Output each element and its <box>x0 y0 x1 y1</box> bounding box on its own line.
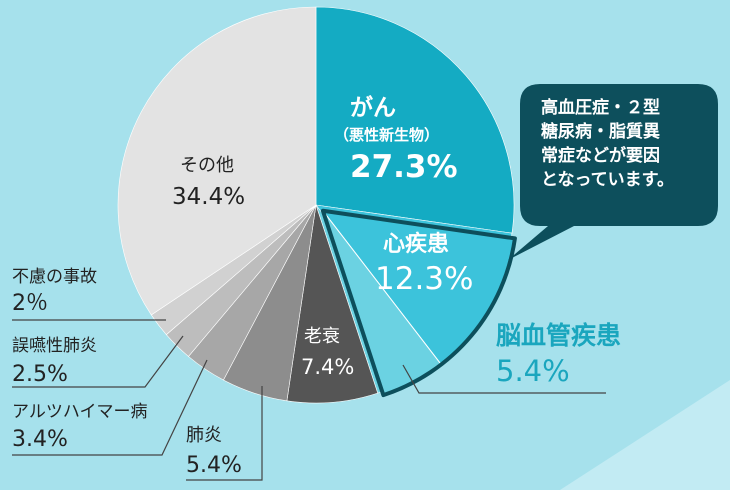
label-goen-name: 誤嚥性肺炎 <box>12 336 97 356</box>
label-haien-name: 肺炎 <box>186 425 222 446</box>
highlight-outline <box>320 208 517 398</box>
callout-line: となっています。 <box>541 170 674 190</box>
pie-slice-gan <box>315 6 515 234</box>
label-noukekkan-value: 5.4% <box>496 354 570 388</box>
callout-bubble <box>508 84 718 260</box>
label-gan-sub: （悪性新生物） <box>334 126 440 144</box>
label-noukekkan-name: 脳血管疾患 <box>496 321 622 350</box>
callout-line: 常症などが要因 <box>541 146 660 166</box>
leader-line-noukekkan <box>402 364 606 394</box>
label-furyo-value: 2％ <box>12 291 48 316</box>
label-shinshikkan-value: 12.3% <box>375 261 474 297</box>
pie-slice-sonota <box>117 6 317 316</box>
label-alzheimer-value: 3.4% <box>12 427 68 452</box>
label-haien-value: 5.4% <box>186 453 242 478</box>
callout-line: 高血圧症・２型 <box>541 98 660 118</box>
background-band <box>560 380 730 490</box>
label-furyo-name: 不慮の事故 <box>12 267 97 287</box>
label-gan-name: がん <box>350 95 396 121</box>
label-sonota-name: その他 <box>180 155 234 176</box>
callout-text: 高血圧症・２型 糖尿病・脂質異 常症などが要因 となっています。 <box>541 96 709 192</box>
label-rousui-value: 7.4% <box>301 355 355 379</box>
label-goen-value: 2.5% <box>12 362 68 387</box>
leader-line-haien <box>186 386 263 481</box>
leader-line-goen <box>12 335 184 388</box>
label-rousui-name: 老衰 <box>304 326 340 347</box>
leader-line-alzheimer <box>12 359 208 456</box>
label-gan-value: 27.3% <box>350 149 458 185</box>
callout-line: 糖尿病・脂質異 <box>541 122 660 142</box>
label-shinshikkan-name: 心疾患 <box>383 232 450 257</box>
label-alzheimer-name: アルツハイマー病 <box>12 402 148 422</box>
label-sonota-value: 34.4% <box>172 184 246 210</box>
